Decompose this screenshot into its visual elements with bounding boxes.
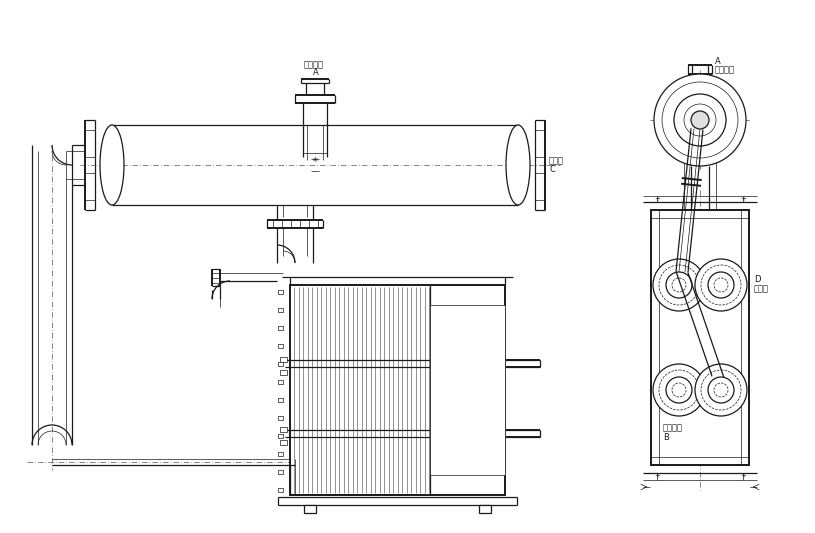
Bar	[651, 210, 749, 465]
Circle shape	[654, 74, 746, 166]
Text: +: +	[654, 473, 660, 479]
Text: A: A	[313, 68, 319, 77]
Bar	[278, 362, 283, 366]
Circle shape	[691, 111, 709, 129]
Bar	[278, 434, 283, 438]
Circle shape	[701, 370, 741, 410]
Circle shape	[695, 364, 747, 416]
Circle shape	[708, 272, 734, 298]
Bar	[278, 488, 283, 492]
Bar	[278, 470, 283, 474]
Text: 水出口: 水出口	[754, 285, 769, 294]
Bar	[278, 326, 283, 330]
Circle shape	[695, 259, 747, 311]
Text: D: D	[754, 276, 760, 285]
Text: *: *	[313, 157, 317, 167]
Ellipse shape	[506, 125, 530, 205]
Text: +: +	[654, 196, 660, 202]
Circle shape	[672, 383, 686, 397]
Bar	[278, 308, 283, 312]
Text: 蒸汽入口: 蒸汽入口	[715, 66, 735, 75]
Text: B: B	[663, 432, 669, 441]
Circle shape	[666, 377, 692, 403]
Bar	[278, 380, 283, 384]
Text: A: A	[715, 58, 720, 67]
Circle shape	[684, 104, 716, 136]
Circle shape	[714, 278, 728, 292]
Bar	[278, 398, 283, 402]
Bar	[430, 305, 505, 475]
Bar	[479, 505, 491, 513]
Circle shape	[659, 265, 699, 305]
Text: +: +	[740, 196, 746, 202]
Bar	[290, 285, 505, 495]
Text: 蒸汽出口: 蒸汽出口	[663, 424, 683, 432]
Bar	[278, 344, 283, 348]
Bar	[278, 416, 283, 420]
Circle shape	[653, 259, 705, 311]
Bar	[280, 370, 287, 375]
Text: C: C	[549, 166, 555, 174]
Text: 水进口: 水进口	[549, 157, 564, 166]
Text: 蒸汽入口: 蒸汽入口	[304, 60, 324, 69]
Text: +: +	[740, 473, 746, 479]
Bar	[278, 290, 283, 294]
Circle shape	[662, 82, 738, 158]
Circle shape	[674, 94, 726, 146]
Bar	[280, 440, 287, 445]
Circle shape	[708, 377, 734, 403]
Circle shape	[701, 265, 741, 305]
Bar	[278, 452, 283, 456]
Bar	[280, 357, 287, 362]
Circle shape	[714, 383, 728, 397]
Circle shape	[653, 364, 705, 416]
Bar	[304, 505, 316, 513]
Circle shape	[672, 278, 686, 292]
Ellipse shape	[100, 125, 124, 205]
Circle shape	[666, 272, 692, 298]
Bar	[280, 427, 287, 432]
Circle shape	[659, 370, 699, 410]
